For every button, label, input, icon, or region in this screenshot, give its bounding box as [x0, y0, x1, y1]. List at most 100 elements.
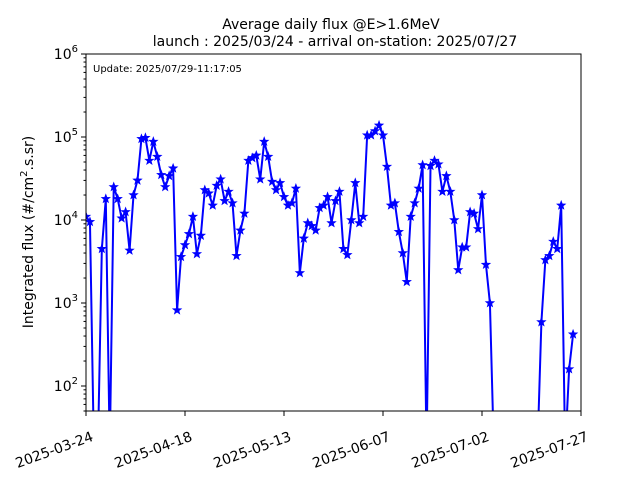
data-point-star: [476, 189, 488, 200]
data-point-star: [397, 247, 408, 258]
data-point-star: [342, 249, 353, 260]
data-point-star: [552, 243, 563, 254]
data-point-star: [449, 214, 460, 225]
series-line: [86, 124, 575, 411]
data-point-star: [140, 132, 151, 143]
data-point-star: [128, 189, 139, 200]
data-point-star: [144, 155, 155, 165]
data-point-star: [381, 161, 393, 172]
data-point-star: [425, 160, 436, 171]
data-point-star: [195, 230, 207, 240]
data-point-star: [306, 220, 317, 231]
data-point-star: [112, 193, 123, 204]
data-point-star: [413, 182, 424, 193]
data-point-star: [298, 232, 309, 243]
data-point-star: [266, 176, 278, 187]
data-point-star: [223, 186, 234, 197]
y-tick-label: 102: [54, 376, 78, 395]
data-point-star: [548, 236, 559, 246]
data-point-star: [417, 159, 428, 170]
data-point-star: [338, 243, 349, 254]
data-point-star: [207, 199, 218, 210]
data-point-star: [453, 264, 464, 275]
y-tick-label: 104: [54, 210, 78, 229]
chart-title: Average daily flux @E>1.6MeV: [222, 17, 440, 33]
data-point-star: [472, 223, 484, 234]
data-point-star: [187, 211, 199, 221]
data-point-star: [171, 304, 183, 315]
data-point-star: [191, 248, 203, 259]
data-point-star: [290, 182, 302, 193]
data-point-star: [567, 328, 579, 339]
data-point-star: [231, 250, 242, 261]
x-tick-label: 2025-06-07: [311, 429, 393, 472]
data-point-star: [445, 186, 456, 197]
data-point-star: [108, 181, 119, 192]
plot-area: [86, 54, 581, 411]
chart-subtitle: launch : 2025/03/24 - arrival on-station…: [153, 34, 518, 50]
data-point-star: [270, 184, 282, 195]
data-point-star: [183, 228, 195, 239]
data-point-star: [148, 136, 159, 147]
data-point-star: [86, 211, 92, 221]
data-point-star: [369, 125, 381, 136]
data-point-star: [227, 197, 238, 208]
data-point-star: [120, 206, 131, 217]
data-point-star: [179, 239, 191, 250]
data-point-star: [350, 177, 361, 188]
data-point-star: [116, 212, 127, 223]
x-tick-label: 2025-04-18: [113, 429, 195, 472]
y-tick-label: 106: [54, 44, 78, 63]
data-point-star: [358, 211, 369, 221]
data-point-star: [377, 129, 389, 140]
y-axis: 102 103 104 105 106: [54, 44, 86, 412]
x-tick-label: 2025-07-27: [509, 429, 591, 472]
data-point-star: [124, 244, 135, 255]
data-point-star: [480, 259, 492, 270]
data-point-star: [215, 173, 226, 184]
data-point-star: [152, 151, 163, 162]
data-point-star: [346, 214, 357, 225]
data-point-star: [433, 158, 444, 169]
x-tick-label: 2025-05-13: [212, 429, 294, 472]
data-point-star: [365, 129, 377, 140]
data-point-star: [556, 199, 567, 210]
x-tick-label: 2025-07-02: [410, 429, 492, 472]
data-point-star: [262, 151, 274, 162]
x-axis: 2025-03-24 2025-04-18 2025-05-13 2025-06-07…: [14, 411, 591, 472]
data-point-star: [330, 195, 341, 206]
data-point-star: [239, 207, 250, 218]
data-point-star: [286, 197, 298, 208]
data-point-star: [255, 173, 266, 184]
update-annotation: Update: 2025/07/29-11:17:05: [93, 64, 242, 75]
data-point-star: [484, 297, 496, 308]
data-point-star: [326, 217, 337, 228]
x-tick-label: 2025-03-24: [14, 429, 96, 472]
data-point-star: [334, 186, 345, 197]
data-point-star: [211, 180, 222, 190]
data-point-star: [460, 241, 472, 252]
data-point-star: [251, 149, 262, 160]
data-point-star: [441, 170, 452, 181]
data-point-star: [468, 207, 480, 218]
data-point-star: [160, 181, 171, 192]
data-point-star: [86, 216, 96, 227]
y-tick-label: 103: [54, 293, 78, 312]
data-point-star: [100, 193, 111, 204]
data-point-star: [294, 267, 306, 278]
data-point-star: [393, 226, 405, 237]
data-point-star: [536, 316, 547, 327]
data-point-star: [96, 243, 108, 254]
data-point-star: [132, 174, 143, 185]
data-point-star: [310, 224, 321, 235]
flux-series: [86, 119, 579, 411]
data-point-star: [544, 250, 555, 261]
data-point-star: [203, 187, 214, 198]
data-point-star: [219, 195, 230, 206]
data-point-star: [409, 197, 420, 208]
data-point-star: [563, 363, 575, 374]
data-point-star: [163, 170, 175, 181]
data-point-star: [354, 217, 365, 228]
data-point-star: [389, 197, 401, 208]
